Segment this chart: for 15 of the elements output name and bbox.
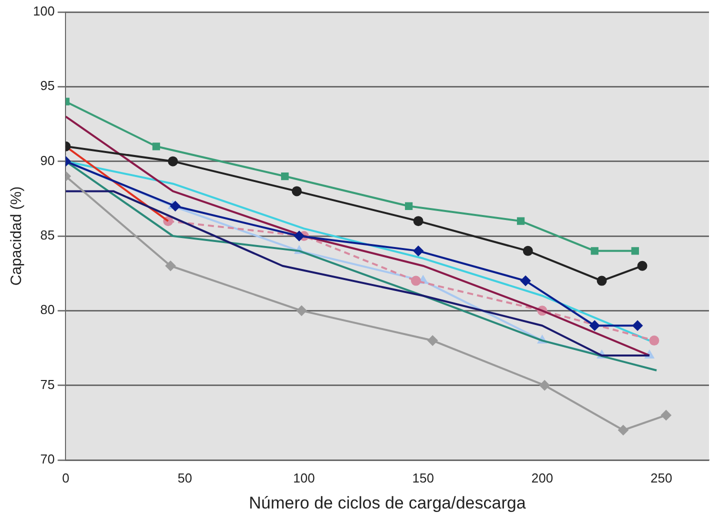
y-tick-label: 80 bbox=[40, 302, 55, 318]
x-tick-label: 150 bbox=[412, 470, 434, 486]
x-tick-label: 100 bbox=[293, 470, 315, 486]
x-tick-label: 50 bbox=[178, 470, 192, 486]
x-tick-label: 200 bbox=[531, 470, 554, 486]
y-axis-title: Capacidad (%) bbox=[8, 186, 26, 286]
y-tick-label: 70 bbox=[40, 452, 55, 467]
x-axis-title: Número de ciclos de carga/descarga bbox=[248, 493, 526, 512]
y-tick-label: 100 bbox=[32, 4, 55, 19]
y-tick-label: 90 bbox=[40, 152, 55, 168]
x-tick-label: 0 bbox=[62, 470, 70, 486]
y-tick-label: 85 bbox=[40, 228, 55, 243]
y-tick-label: 95 bbox=[40, 78, 55, 94]
x-tick-label: 250 bbox=[650, 470, 672, 486]
y-tick-label: 75 bbox=[40, 376, 55, 392]
